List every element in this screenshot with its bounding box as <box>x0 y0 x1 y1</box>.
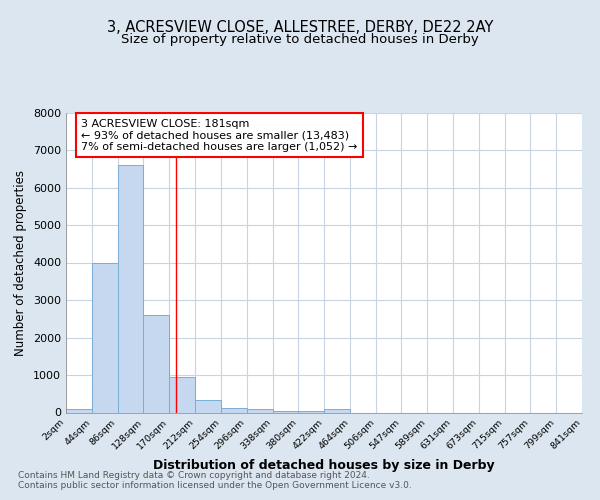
Bar <box>298 410 325 412</box>
X-axis label: Distribution of detached houses by size in Derby: Distribution of detached houses by size … <box>153 460 495 472</box>
Bar <box>92 262 118 412</box>
Text: 3, ACRESVIEW CLOSE, ALLESTREE, DERBY, DE22 2AY: 3, ACRESVIEW CLOSE, ALLESTREE, DERBY, DE… <box>107 20 493 35</box>
Bar <box>143 315 169 412</box>
Bar <box>247 409 272 412</box>
Bar <box>169 377 195 412</box>
Bar <box>272 410 298 412</box>
Y-axis label: Number of detached properties: Number of detached properties <box>14 170 28 356</box>
Text: 3 ACRESVIEW CLOSE: 181sqm
← 93% of detached houses are smaller (13,483)
7% of se: 3 ACRESVIEW CLOSE: 181sqm ← 93% of detac… <box>82 118 358 152</box>
Bar <box>118 165 143 412</box>
Text: Size of property relative to detached houses in Derby: Size of property relative to detached ho… <box>121 32 479 46</box>
Bar <box>221 408 247 412</box>
Bar <box>195 400 221 412</box>
Text: Contains HM Land Registry data © Crown copyright and database right 2024.: Contains HM Land Registry data © Crown c… <box>18 472 370 480</box>
Bar <box>66 409 92 412</box>
Text: Contains public sector information licensed under the Open Government Licence v3: Contains public sector information licen… <box>18 482 412 490</box>
Bar <box>325 409 350 412</box>
